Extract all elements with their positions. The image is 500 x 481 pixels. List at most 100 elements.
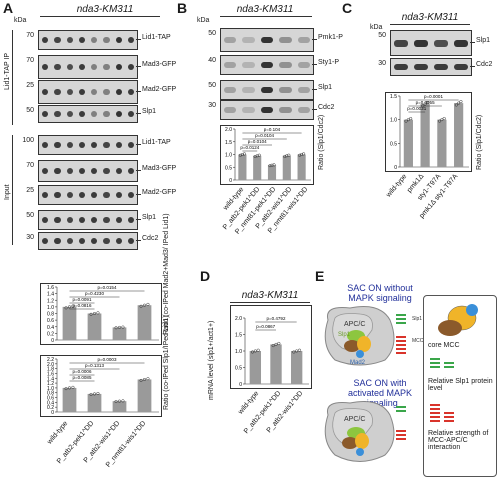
chartB-point: [272, 163, 276, 167]
chartD-point: [277, 341, 281, 345]
c-0-mw: 50: [378, 32, 386, 39]
chartA2-point: [117, 399, 122, 403]
ip-0-band: [127, 37, 134, 43]
chartA2-point: [67, 386, 72, 390]
input-3-tick: [136, 219, 141, 220]
c-0-label: Slp1: [476, 37, 491, 44]
ip-3-band: [127, 111, 134, 117]
chartA1-point: [71, 304, 75, 308]
chartB-point: [270, 163, 274, 167]
chartA1-point: [89, 312, 93, 316]
chartA1-ytick-label: 0.4: [47, 325, 54, 331]
input-3-blot: [38, 210, 138, 230]
chartD-ytick-label: 1.5: [235, 333, 242, 339]
input-1-blot: [38, 160, 138, 182]
b-3-label: Cdc2: [318, 104, 335, 111]
chartA1-point: [64, 306, 68, 310]
chartA2-point: [71, 385, 75, 389]
chartA1-ytick-label: 0.2: [47, 331, 54, 337]
e-bars-2: [396, 406, 406, 440]
input-3-band: [66, 217, 73, 223]
chartA2-ytick-label: 1.6: [47, 371, 54, 377]
b-0-label: Pmk1-P: [318, 34, 343, 41]
chartC-ytick-label: 1.0: [390, 118, 397, 124]
mad2-2-shape: [355, 433, 369, 449]
chart-c-ylabel: Ratio (Slp1/Cdc2): [476, 114, 483, 170]
c-1-tick: [470, 66, 475, 67]
ip-2-tick: [136, 91, 141, 92]
e-bar-top-label: Slp1 level: [412, 316, 434, 322]
input-4-band: [54, 238, 61, 244]
chartA1-point: [139, 304, 143, 308]
chartA2-ytick-label: 1.4: [47, 376, 54, 382]
chartC-point: [454, 103, 458, 107]
b-2-band: [297, 87, 310, 93]
ip-3-band: [103, 111, 110, 117]
chartA2-point: [142, 377, 147, 382]
input-3-band: [115, 217, 122, 223]
chartA2-bar: [62, 387, 77, 412]
chartB-point: [268, 164, 272, 168]
legend-slp1-label: Relative Slp1 protein level: [428, 378, 493, 392]
ip-1-band: [42, 64, 49, 70]
chartB-ytick-label: 0: [229, 178, 232, 184]
side-label-input: Input: [4, 184, 11, 200]
b-2-label: Slp1: [318, 84, 333, 91]
input-2-mw: 25: [26, 187, 34, 194]
slp1-1-label: Slp1: [338, 332, 351, 338]
chartA2-ytick-label: 0.4: [47, 400, 54, 406]
chart-b: 0 0.5 1.0 1.5 2.0 p=0.104 p=0.0104 p=0.0104 p=0.…: [220, 125, 314, 185]
ip-1-band: [91, 64, 98, 70]
chartA2-ytick-label: 1.2: [47, 381, 54, 387]
input-2-band: [115, 192, 122, 198]
input-0-blot: [38, 135, 138, 155]
chartB-bar: [238, 154, 247, 180]
ip-3-band: [78, 111, 85, 117]
ip-2-band: [91, 89, 98, 95]
b-3-band: [224, 107, 237, 113]
cdc20-2-shape: [356, 448, 364, 456]
e-title-1: SAC ON without MAPK signaling: [347, 283, 413, 303]
b-0-band: [297, 37, 310, 43]
chartA1-bar: [112, 327, 127, 340]
chartD-point: [292, 350, 296, 354]
ip-1-blot: [38, 55, 138, 79]
input-1-band: [54, 168, 61, 174]
chartA2-pvalue: p=0.0085: [73, 375, 92, 380]
chartB-pvalue: p=0.0104: [248, 139, 267, 144]
input-2-label: Mad2-GFP: [142, 189, 177, 196]
chartB-bar: [282, 155, 291, 180]
legend-core-icon: [438, 304, 478, 336]
b-3-mw: 30: [208, 102, 216, 109]
kda-label-b: kDa: [197, 17, 210, 24]
b-3-band: [242, 107, 255, 113]
ip-3-blot: [38, 105, 138, 123]
c-0-band: [394, 39, 408, 47]
c-0-band: [414, 39, 428, 47]
b-0-band: [260, 37, 274, 43]
apcc-2-label: APC/C: [344, 416, 365, 423]
ip-1-label: Mad3-GFP: [142, 61, 177, 68]
strain-label-b: nda3-KM311: [236, 4, 294, 15]
ip-0-label: Lid1-TAP: [142, 34, 171, 41]
ip-2-blot: [38, 80, 138, 104]
chartC-point: [409, 116, 413, 121]
chartD-bar: [249, 351, 262, 384]
b-1-band: [224, 62, 237, 68]
b-1-tick: [312, 64, 317, 65]
chartD-point: [250, 350, 255, 354]
ip-3-band: [115, 111, 122, 117]
ip-1-band: [54, 64, 61, 70]
input-0-band: [91, 142, 98, 148]
input-0-label: Lid1-TAP: [142, 139, 171, 146]
mad2-1-shape: [357, 336, 371, 352]
input-4-band: [103, 238, 110, 244]
ip-2-band: [42, 89, 49, 95]
bracket-ip: [12, 30, 13, 125]
chartC-pvalue: p=0.0001: [424, 94, 443, 99]
chartA1-ytick-label: 1.4: [47, 292, 54, 298]
input-4-band: [91, 238, 98, 244]
chartC-point: [425, 100, 429, 105]
legend-green-bars: [430, 358, 454, 368]
panel-label-b: B: [177, 0, 188, 16]
